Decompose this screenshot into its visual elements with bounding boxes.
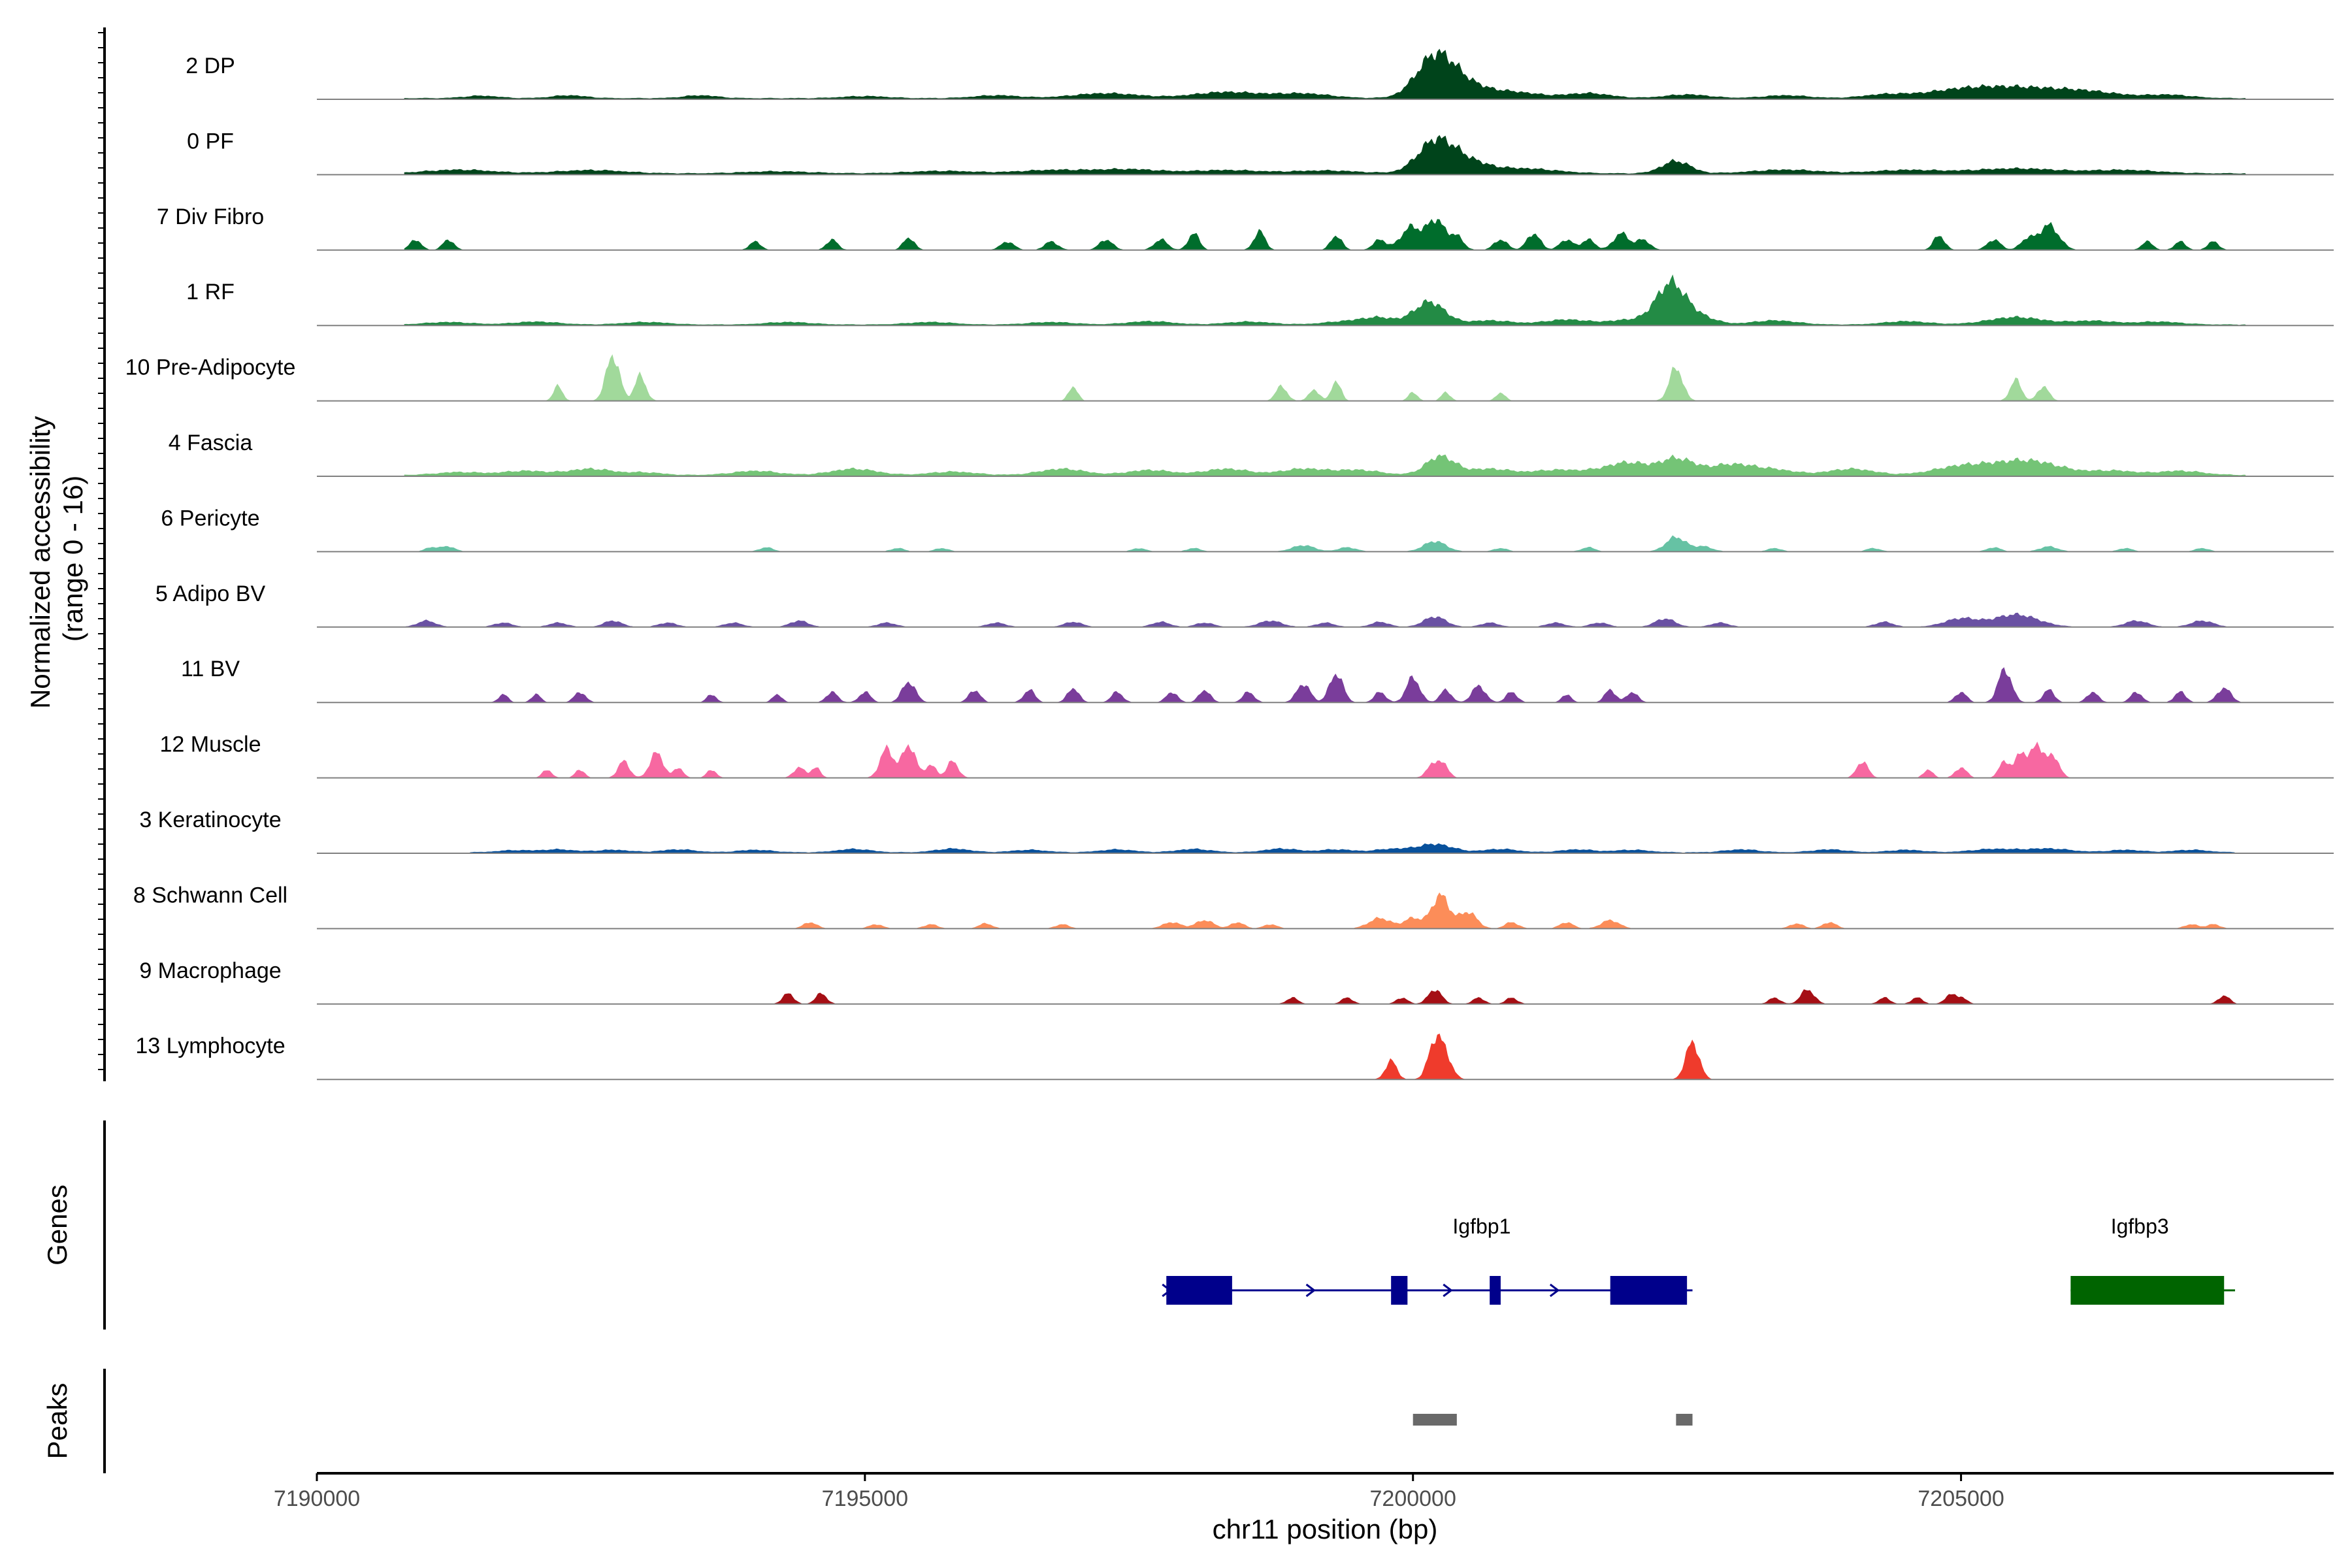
track-label: 3 Keratinocyte bbox=[139, 808, 281, 832]
gene-label: Igfbp1 bbox=[1452, 1215, 1511, 1238]
gene-models: Igfbp1 Igfbp3 bbox=[1162, 1215, 2236, 1305]
coverage-area bbox=[404, 454, 2247, 477]
gene-label: Igfbp3 bbox=[2111, 1215, 2169, 1238]
track-label: 4 Fascia bbox=[169, 431, 253, 455]
track-label: 1 RF bbox=[186, 280, 235, 304]
track: 10 Pre-Adipocyte bbox=[125, 354, 2334, 402]
track-label: 9 Macrophage bbox=[139, 958, 281, 983]
strand-arrow bbox=[1305, 1283, 1316, 1298]
track-label: 0 PF bbox=[187, 129, 234, 154]
coverage-area bbox=[404, 274, 2247, 326]
coverage-area bbox=[404, 135, 2247, 175]
track: 0 PF bbox=[187, 129, 2334, 176]
peak-region bbox=[1413, 1414, 1457, 1426]
gene-exon bbox=[1166, 1276, 1232, 1305]
x-axis-label: chr11 position (bp) bbox=[1213, 1514, 1438, 1544]
y-axis-label: Normalized accessibility (range 0 - 16) bbox=[25, 408, 88, 709]
track: 7 Div Fibro bbox=[157, 204, 2334, 251]
track-label: 8 Schwann Cell bbox=[133, 883, 287, 907]
gene-model: Igfbp3 bbox=[2070, 1215, 2236, 1305]
x-axis: 7190000 7195000 7200000 7205000 chr11 posit… bbox=[274, 1472, 2334, 1544]
track-label: 11 BV bbox=[181, 657, 240, 681]
y-axis-label-line-1: Normalized accessibility bbox=[25, 416, 56, 709]
track-label: 7 Div Fibro bbox=[157, 204, 264, 229]
peak-regions bbox=[1413, 1414, 1693, 1426]
track: 13 Lymphocyte bbox=[135, 1034, 2334, 1081]
peaks-label: Peaks bbox=[42, 1383, 73, 1460]
track: 1 RF bbox=[186, 274, 2334, 327]
gene-exon bbox=[2070, 1276, 2225, 1305]
gene-exon bbox=[1610, 1276, 1688, 1305]
gene-exon bbox=[1490, 1276, 1501, 1305]
gene-model: Igfbp1 bbox=[1162, 1215, 1693, 1305]
peaks-panel: Peaks bbox=[42, 1369, 1693, 1473]
track-label: 6 Pericyte bbox=[161, 506, 259, 531]
track: 8 Schwann Cell bbox=[133, 883, 2334, 930]
coverage-area bbox=[470, 843, 2236, 854]
track: 3 Keratinocyte bbox=[139, 808, 2334, 854]
coverage-tracks: 2 DP 0 PF 7 Div Fibro 1 RF 10 Pre-Adipocyte 4… bbox=[125, 48, 2334, 1081]
strand-arrow bbox=[1443, 1283, 1453, 1298]
track-label: 5 Adipo BV bbox=[155, 581, 266, 606]
genes-label: Genes bbox=[42, 1184, 73, 1266]
x-tick-label: 7190000 bbox=[274, 1486, 360, 1511]
coverage-area bbox=[404, 48, 2247, 100]
track: 11 BV bbox=[181, 657, 2334, 704]
x-ticks: 7190000 7195000 7200000 7205000 bbox=[274, 1473, 2004, 1511]
track-label: 12 Muscle bbox=[160, 732, 261, 757]
coverage-y-ticks bbox=[98, 32, 105, 1070]
track-label: 10 Pre-Adipocyte bbox=[125, 355, 296, 380]
gene-exon bbox=[1391, 1276, 1408, 1305]
track-label: 2 DP bbox=[186, 54, 235, 78]
track: 5 Adipo BV bbox=[155, 581, 2334, 628]
peak-region bbox=[1676, 1414, 1693, 1426]
track: 6 Pericyte bbox=[161, 506, 2334, 553]
track: 2 DP bbox=[186, 48, 2334, 100]
genes-panel: Genes Igfbp1 Igfbp3 bbox=[42, 1120, 2236, 1330]
coverage-panel: Normalized accessibility (range 0 - 16) … bbox=[25, 27, 2334, 1081]
x-tick-label: 7205000 bbox=[1918, 1486, 2004, 1511]
track: 4 Fascia bbox=[169, 431, 2334, 477]
x-tick-label: 7195000 bbox=[822, 1486, 908, 1511]
track-label: 13 Lymphocyte bbox=[135, 1034, 285, 1058]
y-axis-label-line-2: (range 0 - 16) bbox=[57, 476, 88, 642]
track: 9 Macrophage bbox=[139, 958, 2334, 1005]
strand-arrow bbox=[1549, 1283, 1560, 1298]
track: 12 Muscle bbox=[160, 732, 2334, 779]
x-tick-label: 7200000 bbox=[1370, 1486, 1456, 1511]
